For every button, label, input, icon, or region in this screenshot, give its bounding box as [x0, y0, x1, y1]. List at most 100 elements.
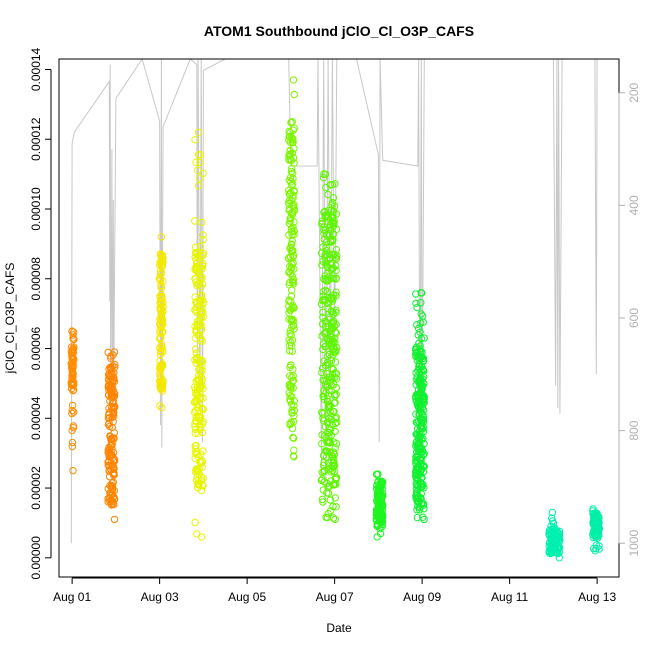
data-point [593, 509, 601, 517]
data-point [69, 422, 78, 430]
data-point [109, 362, 117, 370]
data-point [105, 473, 114, 481]
data-point [331, 392, 339, 400]
data-point [420, 334, 428, 342]
data-point [288, 373, 296, 382]
data-point [417, 389, 426, 398]
data-point [332, 306, 340, 314]
data-point [197, 533, 206, 541]
data-point [321, 207, 329, 216]
data-point [290, 434, 298, 442]
data-point [156, 375, 165, 383]
data-point [290, 207, 298, 215]
data-point [198, 357, 207, 366]
data-point [372, 470, 381, 479]
data-point [325, 297, 333, 305]
data-point [290, 325, 298, 333]
data-point [198, 381, 206, 390]
data-point [159, 377, 167, 385]
data-point [158, 251, 167, 259]
data-point [286, 215, 294, 223]
data-point [332, 274, 340, 282]
data-point [191, 406, 200, 415]
data-point [320, 459, 328, 467]
data-point [111, 403, 119, 411]
data-point [156, 306, 165, 314]
y-tick-label: 0.00004 [29, 396, 43, 440]
data-point [594, 520, 603, 528]
data-point [194, 151, 203, 159]
data-point [418, 353, 426, 361]
data-point [288, 317, 296, 326]
data-point [195, 371, 203, 379]
data-point [287, 331, 295, 339]
data-point [319, 288, 327, 296]
data-point [191, 136, 199, 144]
data-point [199, 231, 207, 239]
data-point [105, 422, 114, 431]
data-point [290, 90, 298, 99]
data-point [320, 468, 328, 476]
data-point [414, 441, 422, 449]
data-point [289, 321, 298, 329]
data-point [156, 250, 165, 258]
data-point [330, 274, 338, 283]
data-point [328, 201, 336, 209]
data-point [158, 260, 167, 268]
data-point [286, 392, 294, 400]
data-point [288, 424, 297, 433]
data-point [287, 384, 295, 392]
data-point [288, 230, 296, 239]
data-point [192, 307, 200, 315]
data-point [322, 328, 330, 336]
data-point [196, 158, 204, 167]
data-point [548, 549, 556, 557]
data-point [415, 362, 423, 371]
data-point [374, 500, 382, 508]
x-tick-label: Aug 01 [53, 590, 91, 604]
data-point [193, 450, 201, 458]
data-point [413, 303, 421, 312]
data-point [416, 432, 425, 441]
data-point [317, 476, 326, 485]
data-point [156, 344, 164, 352]
data-point [286, 253, 295, 261]
data-point [285, 309, 293, 317]
data-point [327, 353, 335, 362]
data-point [191, 248, 200, 257]
series-3 [155, 233, 167, 412]
data-point [197, 459, 205, 467]
data-point [68, 368, 77, 376]
series-6 [317, 170, 341, 524]
data-point [285, 296, 293, 304]
data-point [415, 439, 423, 447]
data-point [377, 511, 385, 520]
data-point [331, 339, 339, 347]
data-point [67, 384, 76, 393]
y-tick-label: 0.00002 [29, 466, 43, 510]
data-point [331, 358, 340, 366]
x-tick-label: Aug 03 [141, 590, 179, 604]
data-point [195, 280, 203, 288]
data-point [70, 381, 78, 389]
data-point [412, 494, 420, 503]
data-point [193, 354, 201, 363]
y-tick-label: 0.00010 [29, 187, 43, 231]
data-point [326, 448, 334, 456]
data-point [193, 530, 201, 538]
data-point [110, 429, 119, 437]
data-point [290, 205, 298, 213]
data-point [419, 500, 427, 508]
data-point [104, 391, 113, 399]
x-tick-label: Aug 13 [578, 590, 616, 604]
data-point [289, 247, 297, 255]
data-point [158, 404, 166, 412]
data-point [325, 276, 333, 284]
series-5 [285, 76, 298, 461]
data-point [104, 348, 112, 357]
data-point [420, 395, 428, 403]
data-point [156, 357, 164, 365]
data-point [319, 174, 328, 182]
data-point [327, 261, 335, 269]
data-point [289, 138, 297, 147]
